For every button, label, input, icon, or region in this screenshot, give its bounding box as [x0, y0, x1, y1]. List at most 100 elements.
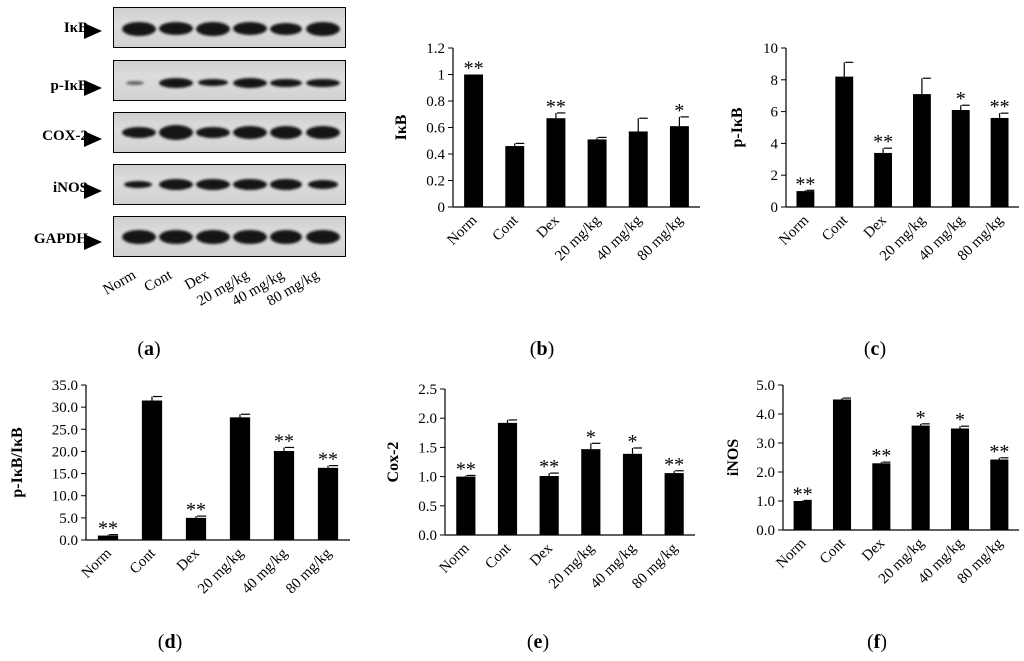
significance-label: ** [664, 454, 684, 476]
western-blot-panel: IκB p-IκB COX-2 iNOS GAPDH [0, 0, 360, 310]
bar [912, 94, 931, 207]
blot-strip-p-ikb [113, 60, 346, 101]
significance-label: ** [186, 499, 206, 521]
bar [497, 422, 518, 535]
y-tick-label: 2.0 [418, 411, 437, 427]
significance-label: ** [98, 518, 118, 540]
bar [185, 517, 207, 540]
blot-strip-ikb [113, 7, 346, 48]
blot-strip-inos [113, 164, 346, 205]
y-tick-label: 1.0 [418, 470, 437, 486]
blot-row-label-inos: iNOS [52, 180, 88, 196]
bar [456, 476, 476, 535]
bar [273, 450, 295, 540]
y-tick-label: 1.0 [756, 494, 775, 510]
panel-letter-f: (f) [866, 631, 887, 653]
bar [622, 453, 643, 535]
y-tick-label: 35.0 [52, 378, 78, 394]
bar [872, 463, 891, 530]
significance-label: ** [274, 430, 294, 452]
bar [832, 399, 852, 530]
y-tick-label: 0.0 [59, 533, 78, 549]
significance-label: * [628, 431, 638, 453]
bar [546, 118, 566, 207]
bar [950, 428, 970, 530]
significance-label: * [955, 409, 965, 431]
y-tick-label: 1.2 [426, 41, 445, 57]
y-tick-label: 5.0 [59, 511, 78, 527]
arrow-right-icon [84, 23, 102, 39]
y-tick-label: 0.6 [426, 121, 445, 137]
y-tick-label: 4.0 [756, 407, 775, 423]
significance-label: ** [871, 445, 891, 467]
y-axis-label: p-IκB [729, 107, 746, 147]
significance-label: ** [990, 96, 1010, 118]
panel-letter-c: (c) [863, 338, 887, 360]
y-tick-label: 25.0 [52, 422, 78, 438]
significance-label: * [956, 88, 966, 110]
bar [97, 535, 119, 540]
y-tick-label: 6 [771, 105, 779, 121]
x-tick-label: Norm [773, 535, 809, 571]
y-tick-label: 0 [438, 200, 446, 216]
bar [317, 467, 339, 540]
bar [793, 501, 812, 530]
bar [539, 476, 559, 535]
y-tick-label: 4 [771, 136, 779, 152]
y-axis-label: iNOS [725, 439, 742, 476]
y-tick-label: 0.0 [756, 523, 775, 539]
y-axis-label: Cox-2 [385, 442, 402, 483]
bar [874, 152, 893, 207]
panel-letter-b: (b) [529, 338, 555, 360]
arrow-right-icon [84, 234, 102, 250]
y-tick-label: 2 [771, 168, 779, 184]
bar [505, 146, 525, 207]
significance-label: ** [793, 483, 813, 505]
bar [587, 139, 607, 207]
significance-label: ** [795, 173, 815, 195]
blot-strip-cox-2 [113, 112, 346, 153]
significance-label: ** [464, 58, 484, 80]
bar [990, 117, 1009, 207]
y-tick-label: 0.8 [426, 94, 445, 110]
y-tick-label: 20.0 [52, 444, 78, 460]
significance-label: ** [873, 131, 893, 153]
significance-label: * [586, 426, 596, 448]
significance-label: ** [456, 458, 476, 480]
y-tick-label: 8 [771, 73, 779, 89]
blot-row-label-cox-2: COX-2 [42, 128, 88, 144]
y-tick-label: 3.0 [756, 436, 775, 452]
bar [229, 417, 251, 540]
significance-label: * [674, 100, 684, 122]
x-tick-label: Cont [817, 535, 850, 568]
y-axis-label: p-IκB/IκB [9, 427, 26, 498]
arrow-right-icon [84, 80, 102, 96]
bar [464, 74, 484, 207]
panel-letter-e: (e) [526, 631, 550, 653]
y-tick-label: 0.0 [418, 528, 437, 544]
significance-label: ** [546, 96, 566, 118]
bar [664, 473, 684, 535]
significance-label: * [916, 407, 926, 429]
arrow-right-icon [84, 183, 102, 199]
y-tick-label: 10.0 [52, 489, 78, 505]
significance-label: ** [318, 449, 338, 471]
bar [669, 126, 689, 207]
y-tick-label: 30.0 [52, 400, 78, 416]
y-tick-label: 0.4 [426, 147, 445, 163]
arrow-right-icon [84, 131, 102, 147]
y-tick-label: 2.5 [418, 382, 437, 398]
y-tick-label: 5.0 [756, 378, 775, 394]
significance-label: ** [539, 456, 559, 478]
y-tick-label: 0.5 [418, 499, 437, 515]
y-axis-label: IκB [393, 114, 410, 140]
y-tick-label: 0 [771, 200, 779, 216]
y-tick-label: 0.2 [426, 174, 445, 190]
bar [581, 449, 601, 535]
bar [628, 131, 648, 207]
y-tick-label: 1 [438, 68, 446, 84]
panel-letter-d: (d) [157, 631, 183, 653]
